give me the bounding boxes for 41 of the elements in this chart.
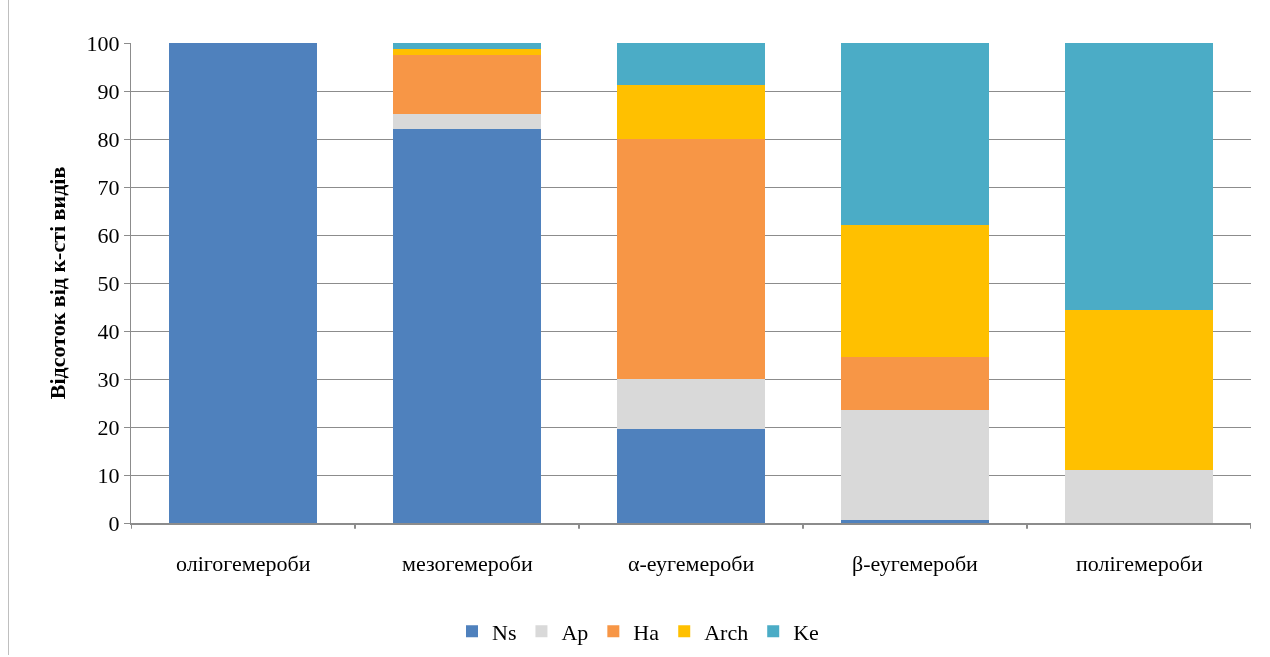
y-tick-label: 40: [97, 318, 120, 344]
bar: [1065, 470, 1213, 523]
x-tick-label: β-еугемероби: [852, 551, 979, 576]
bar: [1065, 43, 1213, 310]
y-tick-label: 30: [97, 366, 120, 392]
y-tick-label: 20: [97, 414, 120, 440]
bar: [393, 43, 541, 50]
bar: [393, 49, 541, 55]
x-tick-label: мезогемероби: [402, 551, 533, 576]
y-tick-label: 60: [97, 222, 120, 248]
bar: [393, 55, 541, 115]
bar: [393, 128, 541, 523]
y-tick-label: 80: [97, 126, 120, 152]
bar: [841, 357, 989, 411]
bar: [841, 43, 989, 225]
bar: [617, 429, 765, 523]
y-tick-label: 0: [108, 510, 120, 536]
bar: [393, 114, 541, 129]
legend-label: Ns: [492, 619, 517, 645]
y-axis-title: Відсоток від к-сті видів: [45, 166, 71, 400]
legend-label: Arch: [704, 619, 749, 645]
bar: [841, 410, 989, 521]
x-tick-label: полігемероби: [1076, 551, 1203, 576]
bar: [841, 224, 989, 358]
bar: [617, 379, 765, 430]
bar: [617, 85, 765, 139]
legend-label: Ap: [561, 619, 589, 645]
x-tick-label: α-еугемероби: [628, 551, 755, 576]
bar: [617, 138, 765, 380]
y-tick-label: 70: [97, 174, 120, 200]
y-tick-label: 100: [86, 30, 120, 56]
x-tick-label: олігогемероби: [176, 551, 311, 576]
legend-label: Ke: [793, 619, 819, 645]
y-tick-label: 50: [97, 270, 120, 296]
bar: [169, 43, 317, 523]
bar: [617, 43, 765, 86]
y-tick-label: 90: [97, 78, 120, 104]
bar: [1065, 309, 1213, 471]
y-tick-label: 10: [97, 462, 120, 488]
bar: [841, 520, 989, 523]
legend-label: Ha: [633, 619, 660, 645]
